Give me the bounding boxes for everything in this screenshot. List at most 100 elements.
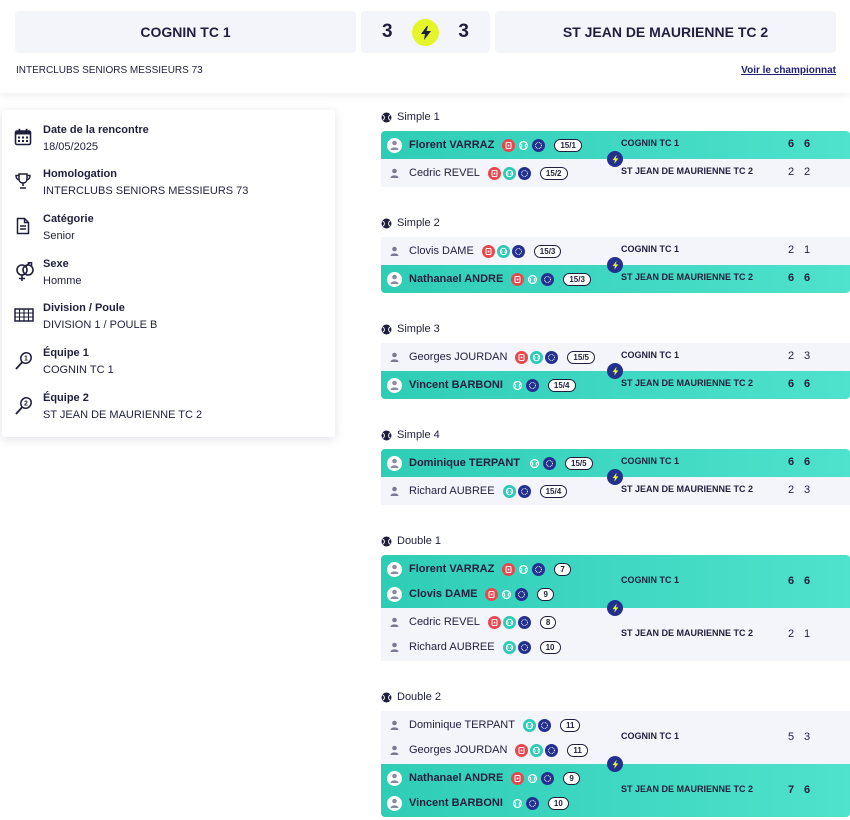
match-title: Simple 1: [381, 111, 440, 123]
set-score: 3: [804, 350, 811, 362]
set-score: 6: [804, 138, 811, 150]
player-name[interactable]: Clovis DAME: [409, 588, 478, 600]
loser-row: Dominique TERPANT 11 Georges JOURDAN 11 COGN…: [381, 711, 850, 764]
license-badge-icon: [515, 350, 529, 364]
player-name[interactable]: Georges JOURDAN: [409, 351, 508, 363]
calendar-icon: [14, 128, 34, 148]
ranking-badge: 9: [537, 587, 554, 601]
match-title: Simple 4: [381, 429, 440, 441]
info-label: Homologation: [43, 168, 117, 180]
info-value: DIVISION 1 / POULE B: [43, 319, 158, 331]
player-name[interactable]: Richard AUBREE: [409, 641, 495, 653]
tennis-badge-icon: [502, 166, 516, 180]
tennis-badge-icon: [530, 350, 544, 364]
tennis-badge-icon: [522, 718, 536, 732]
ranking-badge: 15/5: [565, 456, 593, 470]
match-title-label: Double 1: [397, 535, 442, 547]
player-name[interactable]: Cedric REVEL: [409, 167, 480, 179]
player-entry[interactable]: Cedric REVEL 15/2: [387, 162, 568, 184]
tennis-badge-icon: [517, 139, 530, 152]
home-score: 3: [382, 21, 393, 42]
team-name: COGNIN TC 1: [621, 138, 680, 148]
player-entry[interactable]: Vincent BARBONI 15/4: [387, 374, 576, 396]
player-entry[interactable]: Richard AUBREE 15/4: [387, 480, 568, 502]
avatar-icon: [387, 640, 402, 655]
team-name: COGNIN TC 1: [621, 456, 680, 466]
player-name[interactable]: Nathanael ANDRE: [409, 273, 504, 285]
player-entry[interactable]: Florent VARRAZ 7: [387, 558, 571, 580]
info-label: Date de la rencontre: [43, 124, 149, 136]
info-team-1: 1 Équipe 1 COGNIN TC 1: [2, 347, 335, 387]
player-entry[interactable]: Cedric REVEL 8: [387, 611, 557, 633]
player-name[interactable]: Florent VARRAZ: [409, 563, 495, 575]
team-name: COGNIN TC 1: [621, 244, 680, 254]
avatar-icon: [387, 743, 402, 758]
ranking-badge: 8: [539, 615, 557, 629]
avatar-icon: [387, 795, 402, 811]
license-badge-icon: [487, 615, 501, 629]
player-entry[interactable]: Clovis DAME 9: [387, 583, 554, 605]
see-championship-link[interactable]: Voir le championnat: [741, 65, 836, 76]
ranking-badge: 10: [547, 796, 569, 810]
player-name[interactable]: Clovis DAME: [409, 245, 474, 257]
info-category: Catégorie Senior: [2, 213, 335, 253]
team-name: COGNIN TC 1: [621, 350, 680, 360]
player-name[interactable]: Nathanael ANDRE: [409, 772, 504, 784]
player-name[interactable]: Cedric REVEL: [409, 616, 480, 628]
avatar-icon: [387, 350, 402, 365]
team-name: ST JEAN DE MAURIENNE TC 2: [621, 783, 754, 794]
tennis-badge-icon: [530, 743, 544, 757]
tennis-badge-icon: [517, 563, 530, 576]
player-entry[interactable]: Nathanael ANDRE 9: [387, 767, 580, 789]
player-entry[interactable]: Florent VARRAZ 15/1: [387, 134, 582, 156]
info-label: Sexe: [43, 258, 69, 270]
player-name[interactable]: Dominique TERPANT: [409, 719, 515, 731]
match-block: Double 2 Dominique TERPANT 11 Georges JOURD…: [381, 689, 850, 817]
player-entry[interactable]: Richard AUBREE 10: [387, 636, 561, 658]
europe-badge-icon: [541, 771, 555, 785]
match-block: Double 1 Florent VARRAZ 7 Clovis DAME 9 COGNI…: [381, 533, 850, 661]
avatar-icon: [387, 137, 402, 153]
player-name[interactable]: Richard AUBREE: [409, 485, 495, 497]
set-score: 2: [788, 166, 795, 178]
info-date: Date de la rencontre 18/05/2025: [2, 124, 335, 164]
set-score: 2: [788, 244, 795, 256]
set-score: 1: [804, 244, 811, 256]
player-entry[interactable]: Georges JOURDAN 11: [387, 739, 588, 761]
info-division: Division / Poule DIVISION 1 / POULE B: [2, 302, 335, 342]
player-name[interactable]: Vincent BARBONI: [409, 379, 503, 391]
team-name: COGNIN TC 1: [621, 574, 680, 585]
match-block: Simple 4 Dominique TERPANT 15/5 COGNIN TC 1…: [381, 427, 850, 505]
avatar-icon: [387, 244, 402, 259]
player-name[interactable]: Dominique TERPANT: [409, 457, 521, 469]
loser-row: Cedric REVEL 8 Richard AUBREE 10 ST JEAN DE …: [381, 608, 850, 661]
set-score: 6: [788, 456, 795, 468]
europe-badge-icon: [543, 456, 557, 470]
set-score: 6: [804, 456, 811, 468]
match-title-label: Double 2: [397, 691, 442, 703]
player-name[interactable]: Vincent BARBONI: [409, 797, 503, 809]
tennis-badge-icon: [511, 797, 524, 810]
player-entry[interactable]: Clovis DAME 15/3: [387, 240, 562, 262]
player-name[interactable]: Georges JOURDAN: [409, 744, 508, 756]
europe-badge-icon: [541, 272, 555, 286]
team-name: ST JEAN DE MAURIENNE TC 2: [621, 484, 754, 494]
set-score: 1: [804, 627, 811, 640]
player-entry[interactable]: Georges JOURDAN 15/5: [387, 346, 595, 368]
racket-2-icon: 2: [14, 396, 34, 416]
player-entry[interactable]: Vincent BARBONI 10: [387, 792, 569, 814]
player-name[interactable]: Florent VARRAZ: [409, 139, 495, 151]
match-title-label: Simple 4: [397, 429, 440, 441]
tennis-badge-icon: [502, 615, 516, 629]
avatar-icon: [387, 770, 402, 786]
player-entry[interactable]: Nathanael ANDRE 15/3: [387, 268, 591, 290]
player-entry[interactable]: Dominique TERPANT 11: [387, 714, 581, 736]
match-title-label: Simple 1: [397, 111, 440, 123]
match-title: Simple 3: [381, 323, 440, 335]
ranking-badge: 9: [563, 771, 580, 785]
player-entry[interactable]: Dominique TERPANT 15/5: [387, 452, 593, 474]
europe-badge-icon: [545, 350, 559, 364]
